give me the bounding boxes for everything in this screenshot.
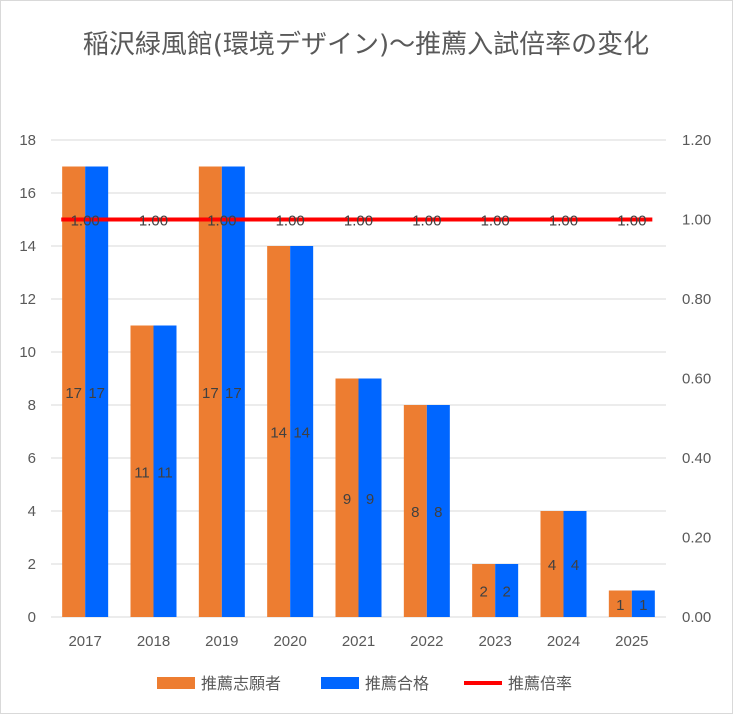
line-data-label: 1.00 [276,213,305,230]
bar-applicant [62,166,86,617]
y-tick-label: 16 [19,185,36,202]
line-data-label: 1.00 [139,213,168,230]
bar-data-label: 1 [616,597,624,614]
bar-data-label: 4 [548,557,556,574]
bar-data-label: 17 [88,385,105,402]
bar-pass [85,166,109,617]
y2-tick-label: 0.80 [682,291,711,308]
bar-data-label: 11 [157,464,173,481]
y2-tick-label: 1.00 [682,212,711,229]
y-tick-label: 6 [28,450,36,467]
bar-applicant [130,325,154,617]
line-data-label: 1.00 [481,213,510,230]
y2-tick-label: 0.20 [682,530,711,547]
x-tick-label: 2017 [68,633,101,650]
bar-data-label: 9 [366,491,374,508]
y2-tick-label: 0.60 [682,371,711,388]
bar-data-label: 2 [502,584,510,601]
x-tick-label: 2020 [273,633,306,650]
bar-pass [631,590,655,617]
y-tick-label: 8 [28,397,36,414]
bar-pass [426,405,450,617]
y2-tick-label: 0.40 [682,450,711,467]
bar-data-label: 9 [343,491,351,508]
legend-label: 推薦志願者 [201,675,281,693]
chart-title: 稲沢緑風館(環境デザイン)～推薦入試倍率の変化 [82,30,650,60]
bar-pass [563,511,587,617]
y-tick-label: 4 [28,503,36,520]
bar-applicant [198,166,222,617]
line-data-label: 1.00 [549,213,578,230]
x-tick-label: 2021 [342,633,375,650]
y-tick-label: 10 [19,344,36,361]
line-data-label: 1.00 [71,213,100,230]
bar-pass [153,325,177,617]
y2-tick-label: 0.00 [682,609,711,626]
bar-applicant [267,246,291,617]
bar-data-label: 1 [639,597,647,614]
x-tick-label: 2024 [547,633,580,650]
legend-swatch [321,677,359,689]
x-tick-label: 2023 [478,633,511,650]
bar-applicant [335,378,359,617]
bar-data-label: 4 [571,557,579,574]
line-data-label: 1.00 [207,213,236,230]
y-tick-label: 2 [28,556,36,573]
bar-data-label: 17 [225,385,242,402]
line-data-label: 1.00 [412,213,441,230]
bar-data-label: 17 [65,385,82,402]
y-tick-label: 18 [19,132,36,149]
legend-swatch [157,677,195,689]
x-tick-label: 2018 [137,633,170,650]
legend-label: 推薦合格 [365,675,429,693]
bar-pass [290,246,314,617]
bar-pass [221,166,245,617]
bar-data-label: 8 [411,504,419,521]
x-tick-label: 2025 [615,633,648,650]
bar-data-label: 14 [293,425,310,442]
line-data-label: 1.00 [344,213,373,230]
x-tick-label: 2019 [205,633,238,650]
bar-data-label: 8 [434,504,442,521]
y-tick-label: 0 [28,609,36,626]
bar-data-label: 2 [479,584,487,601]
line-data-label: 1.00 [617,213,646,230]
bar-applicant [540,511,564,617]
bar-applicant [472,564,496,617]
bar-data-label: 14 [270,425,287,442]
bar-data-label: 11 [134,464,150,481]
x-tick-label: 2022 [410,633,443,650]
bar-pass [495,564,519,617]
legend-label: 推薦倍率 [508,675,572,693]
bar-data-label: 17 [202,385,219,402]
bar-applicant [403,405,427,617]
y2-tick-label: 1.20 [682,132,711,149]
bar-pass [358,378,382,617]
y-tick-label: 12 [19,291,36,308]
y-tick-label: 14 [19,238,36,255]
bar-applicant [608,590,632,617]
